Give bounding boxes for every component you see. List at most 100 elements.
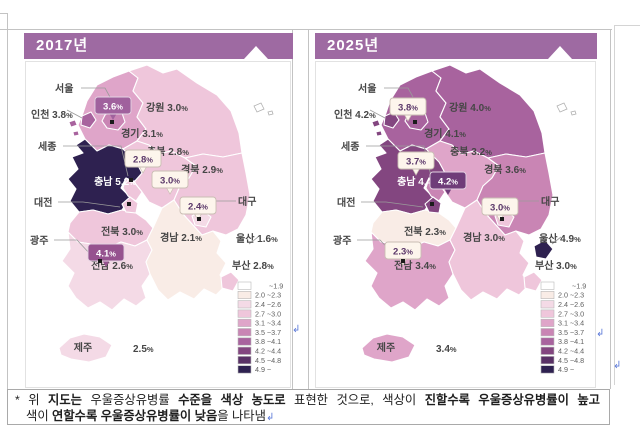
legend-label: 2.4 ~2.6 <box>558 300 584 309</box>
footnote-bold-segment: 농도로 <box>251 393 286 407</box>
callout-value-gwangju: 4.1% <box>96 249 116 260</box>
table-line-outer-top <box>614 25 640 26</box>
city-marker-daejeon <box>430 202 434 206</box>
table-line-left <box>7 29 8 389</box>
label-gyeongnam: 경남 3.0% <box>463 231 505 244</box>
label-gwangju: 광주 <box>30 235 48 247</box>
legend-label: 2.7 ~3.0 <box>558 309 584 318</box>
city-marker-daegu <box>500 217 504 221</box>
callout-value-sejong: 3.7% <box>406 157 426 168</box>
label-seoul: 서울 <box>55 82 73 95</box>
footnote-segment: 우울증상유병률 <box>81 393 179 407</box>
legend-label: 3.1 ~3.4 <box>255 319 281 328</box>
label-ulsan: 울산 1.6% <box>236 232 278 245</box>
leader-line-daejeon <box>361 201 424 208</box>
label-gwangju: 광주 <box>333 235 351 247</box>
label-sejong: 세종 <box>38 140 56 153</box>
incheon-islet <box>68 119 78 128</box>
region-incheon <box>80 111 97 129</box>
legend: ~1.92.0 ~2.32.4 ~2.62.7 ~3.03.1 ~3.43.5 … <box>237 281 283 374</box>
callout-daejeon: 3.0% <box>127 170 189 206</box>
leader-line-seoul <box>81 87 111 98</box>
region-gyeongnam <box>448 199 530 301</box>
leader-line-incheon <box>66 109 83 119</box>
region-busan <box>523 271 543 292</box>
label-gyeongbuk: 경북 3.6% <box>484 163 526 176</box>
label-incheon: 인천 4.2% <box>334 108 376 121</box>
table-line-right <box>610 29 611 389</box>
table-line-outer-right <box>614 25 615 385</box>
legend-label: 3.8 ~4.1 <box>558 337 584 346</box>
legend-label: 4.9 ~ <box>255 365 271 374</box>
label-chungbuk: 충북 3.2% <box>450 145 492 158</box>
region-ulsan <box>230 239 251 260</box>
footnote-line-2: 색이 연할수록 우울증상유병률이 낮음을 나타냄↲ <box>15 408 600 426</box>
callout-daegu: 2.4% <box>179 196 217 221</box>
callout-seoul: 3.8% <box>389 97 427 124</box>
city-marker-seoul <box>413 120 417 124</box>
city-marker-daegu <box>197 217 201 221</box>
city-marker-gwangju <box>401 259 405 263</box>
label-busan: 부산 3.0% <box>535 259 577 272</box>
label-busan: 부산 2.8% <box>232 259 274 272</box>
legend-label: 2.0 ~2.3 <box>558 291 584 300</box>
leader-line-ulsan <box>551 236 562 245</box>
return-mark-right: ↲ <box>596 328 605 339</box>
leader-line-seoul <box>384 87 414 98</box>
legend-label: 2.0 ~2.3 <box>255 291 281 300</box>
incheon-islet <box>72 130 80 137</box>
callout-value-daejeon: 3.0% <box>160 176 180 187</box>
legend-label: 2.7 ~3.0 <box>255 309 281 318</box>
label-gangwon: 강원 4.0% <box>449 101 491 114</box>
footnote-bold-segment: 색상 <box>220 393 244 407</box>
callout-daegu: 3.0% <box>481 197 519 222</box>
label-jeju: 제주 <box>74 341 92 354</box>
legend-label: 4.9 ~ <box>558 365 574 374</box>
east-islet-icon <box>253 102 265 113</box>
panel-2025-header: 2025년 <box>315 33 597 59</box>
region-busan <box>220 271 240 292</box>
callout-value-daegu: 3.0% <box>490 203 510 214</box>
callout-sejong: 3.7% <box>397 151 436 182</box>
footnote-segment <box>212 393 220 407</box>
label-gyeongnam: 경남 2.1% <box>160 231 202 244</box>
callout-value-seoul: 3.6% <box>103 102 123 113</box>
legend-label: 3.1 ~3.4 <box>558 319 584 328</box>
label-gyeonggi: 경기 4.1% <box>424 127 466 140</box>
label-gyeongbuk: 경북 2.9% <box>181 163 223 176</box>
label-seoul: 서울 <box>358 82 376 95</box>
label-daejeon: 대전 <box>34 196 52 209</box>
east-islet-icon <box>267 110 274 116</box>
label-jeju: 제주 <box>377 341 395 354</box>
label-incheon: 인천 3.8% <box>31 108 73 121</box>
callout-sejong: 2.8% <box>124 149 162 182</box>
leader-line-gwangju <box>54 239 92 256</box>
region-gyeongbuk <box>173 152 251 236</box>
legend-label: 4.2 ~4.4 <box>558 347 584 356</box>
footnote-box: * 위 지도는 우울증상유병률 수준을 색상 농도로 표현한 것으로, 색상이 … <box>7 389 610 425</box>
incheon-islet <box>371 119 381 128</box>
footnote-return-mark: ↲ <box>265 412 275 423</box>
east-islet-icon <box>570 110 577 116</box>
panel-2017-notch-icon <box>244 46 268 59</box>
panel-2017-title: 2017년 <box>36 37 89 54</box>
callout-value-gwangju: 2.3% <box>393 247 413 258</box>
leader-line-incheon <box>369 109 386 119</box>
table-line-mid-a <box>292 29 293 389</box>
label-jeonbuk: 전북 3.0% <box>101 225 143 238</box>
legend-label: 3.5 ~3.7 <box>255 328 281 337</box>
footnote-segment: 을 나타냄 <box>217 409 266 423</box>
label-sejong: 세종 <box>341 140 359 153</box>
city-marker-sejong <box>129 178 133 182</box>
city-marker-gwangju <box>98 259 102 263</box>
city-marker-daejeon <box>127 202 131 206</box>
table-line-mid-b <box>308 29 309 389</box>
label-jeonbuk: 전북 2.3% <box>404 225 446 238</box>
footnote-bold-segment: 연할수록 우울증상유병률이 낮음 <box>52 409 218 423</box>
label-gyeonggi: 경기 3.1% <box>121 127 163 140</box>
label-ulsan: 울산 4.9% <box>539 232 581 245</box>
return-mark-outer: ↲ <box>613 360 622 371</box>
